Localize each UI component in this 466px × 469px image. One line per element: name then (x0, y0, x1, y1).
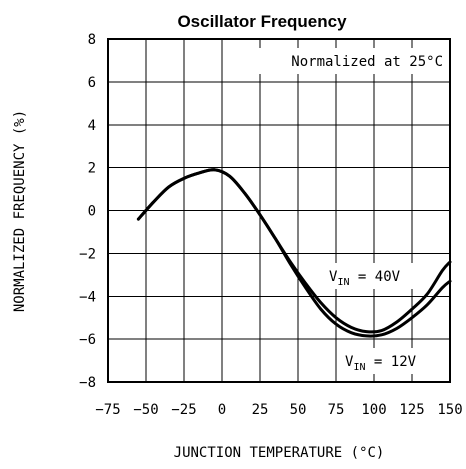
y-axis-label: NORMALIZED FREQUENCY (%) (12, 110, 28, 312)
vin-12v-label: VIN = 12V (345, 354, 417, 373)
chart-title: Oscillator Frequency (177, 12, 347, 31)
vin-12v-label-background (342, 348, 434, 374)
y-tick-label: 4 (88, 118, 96, 134)
x-tick-label: −25 (171, 402, 196, 418)
series-line-0 (136, 168, 452, 334)
normalized-note: Normalized at 25°C (291, 54, 443, 70)
x-tick-label: 0 (218, 402, 226, 418)
y-tick-label: 8 (88, 32, 96, 48)
vin-40v-prefix: V (329, 269, 338, 285)
vin-40v-label: VIN = 40V (329, 269, 401, 288)
x-tick-label: 100 (361, 402, 386, 418)
vin-12v-subscript: IN (353, 362, 365, 373)
x-tick-label: −75 (95, 402, 120, 418)
x-tick-label: −50 (133, 402, 158, 418)
y-tick-labels: −8 −6 −4 −2 0 2 4 6 8 (79, 32, 96, 391)
vin-40v-subscript: IN (337, 277, 349, 288)
y-tick-label: −6 (79, 332, 96, 348)
vin-12v-prefix: V (345, 354, 354, 370)
normalized-note-background (255, 48, 445, 74)
series-line-1 (136, 168, 452, 338)
y-tick-label: 2 (88, 161, 96, 177)
y-tick-label: 6 (88, 75, 96, 91)
y-tick-label: −4 (79, 289, 96, 305)
x-tick-label: 150 (437, 402, 462, 418)
x-tick-label: 25 (252, 402, 269, 418)
y-tick-label: −8 (79, 375, 96, 391)
vin-12v-value: = 12V (365, 354, 416, 370)
grid (107, 38, 451, 383)
x-tick-label: 50 (290, 402, 307, 418)
plot-frame (107, 38, 451, 383)
y-tick-label: 0 (88, 204, 96, 220)
vin-40v-label-background (326, 263, 416, 289)
x-axis-label: JUNCTION TEMPERATURE (°C) (174, 445, 385, 461)
x-tick-label: 75 (328, 402, 345, 418)
x-tick-label: 125 (399, 402, 424, 418)
vin-40v-value: = 40V (349, 269, 400, 285)
x-tick-labels: −75 −50 −25 0 25 50 75 100 125 150 (95, 402, 462, 418)
y-tick-label: −2 (79, 246, 96, 262)
curves (136, 168, 452, 338)
